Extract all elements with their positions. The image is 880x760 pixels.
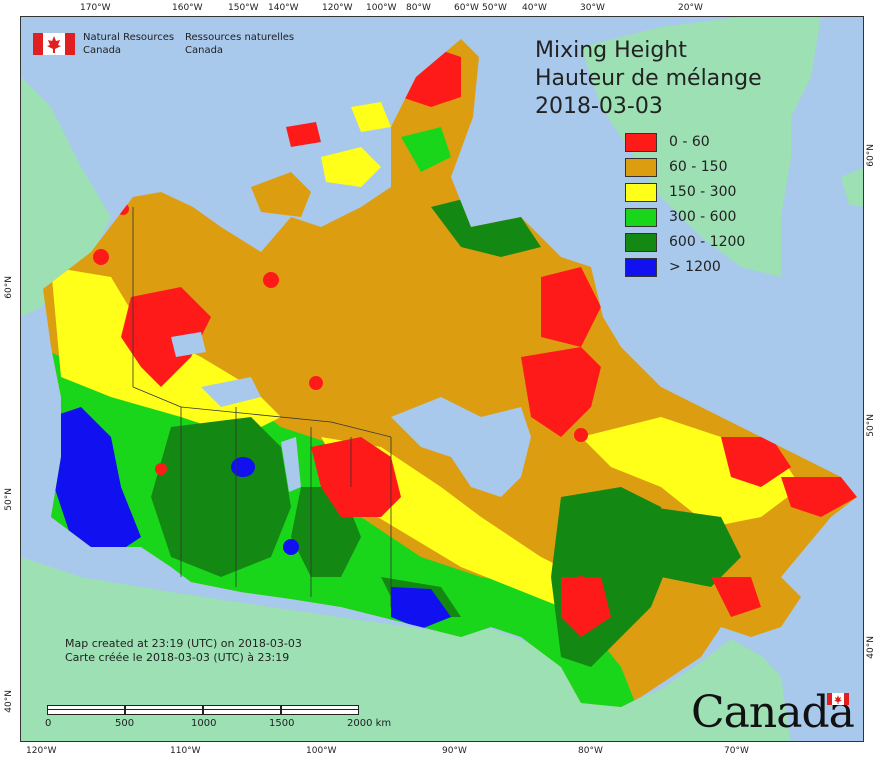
provincial-borders [132,207,392,607]
legend-label: 60 - 150 [669,159,728,175]
graticule-label-top: 140°W [268,3,299,13]
map-panel: Natural Resources Canada Ressources natu… [20,16,864,742]
graticule-label-top: 20°W [678,3,703,13]
lake-winnipeg [281,437,301,492]
scale-label: 0 [45,718,52,729]
scale-label: 1000 [191,718,217,729]
graticule-label-left: 40°N [4,690,14,713]
graticule-label-top: 30°W [580,3,605,13]
scale-label: 500 [115,718,135,729]
legend-label: 600 - 1200 [669,234,746,250]
title-fr: Hauteur de mélange [535,66,762,91]
graticule-label-bottom: 70°W [724,746,749,756]
graticule-label-top: 120°W [322,3,353,13]
scale-segment [203,705,281,715]
graticule-label-top: 60°W [454,3,479,13]
graticule-label-left: 60°N [4,276,14,299]
arctic-island [321,147,381,187]
legend-label: > 1200 [669,259,721,275]
scale-segment [47,705,125,715]
creation-note: Map created at 23:19 (UTC) on 2018-03-03… [65,637,302,665]
graticule-label-top: 80°W [406,3,431,13]
scale-segment [125,705,203,715]
canada-wordmark: Canada [691,687,855,738]
scale-label: 2000 km [347,718,392,729]
graticule-label-bottom: 80°W [578,746,603,756]
legend-swatch [625,158,657,177]
great-bear-lake [171,332,206,357]
creation-note-en: Map created at 23:19 (UTC) on 2018-03-03 [65,637,302,650]
legend-swatch [625,233,657,252]
arctic-island [401,127,451,172]
graticule-label-top: 100°W [366,3,397,13]
agency-name-fr: Ressources naturelles [185,32,295,43]
graticule-label-bottom: 110°W [170,746,201,756]
graticule-label-bottom: 120°W [26,746,57,756]
scale-label: 1500 [269,718,295,729]
scale-bar: 0 500 1000 1500 2000 km [45,705,425,735]
legend-swatch [625,183,657,202]
greenland [581,17,821,277]
creation-note-fr: Carte créée le 2018-03-03 (UTC) à 23:19 [65,651,290,664]
graticule-label-bottom: 100°W [306,746,337,756]
scale-segment [281,705,359,715]
legend-swatch [625,258,657,277]
canada-flag-icon [33,33,75,55]
arctic-island [286,122,321,147]
map-date: 2018-03-03 [535,94,663,119]
graticule-label-left: 50°N [4,488,14,511]
graticule-label-right: 40°N [866,636,876,659]
iceland [841,167,863,207]
title-en: Mixing Height [535,38,687,63]
graticule-label-top: 40°W [522,3,547,13]
great-slave-lake [201,377,261,407]
legend-swatch [625,208,657,227]
agency-country-fr: Canada [185,45,224,56]
legend-label: 0 - 60 [669,134,710,150]
legend-swatch [625,133,657,152]
graticule-label-top: 50°W [482,3,507,13]
agency-name-en: Natural Resources [83,32,175,43]
arctic-island [351,102,391,132]
mixing-height-map [21,17,863,741]
map-title: Mixing Height Hauteur de mélange 2018-03… [535,37,762,121]
graticule-label-right: 60°N [866,144,876,167]
agency-country-en: Canada [83,45,122,56]
legend-label: 300 - 600 [669,209,737,225]
graticule-label-bottom: 90°W [442,746,467,756]
scale-midline [47,709,359,710]
wordmark-flag-icon [827,693,849,705]
hudson-bay [391,397,531,497]
graticule-label-right: 50°N [866,414,876,437]
graticule-label-top: 150°W [228,3,259,13]
arctic-island [251,172,311,217]
graticule-label-top: 170°W [80,3,111,13]
legend-label: 150 - 300 [669,184,737,200]
graticule-label-top: 160°W [172,3,203,13]
